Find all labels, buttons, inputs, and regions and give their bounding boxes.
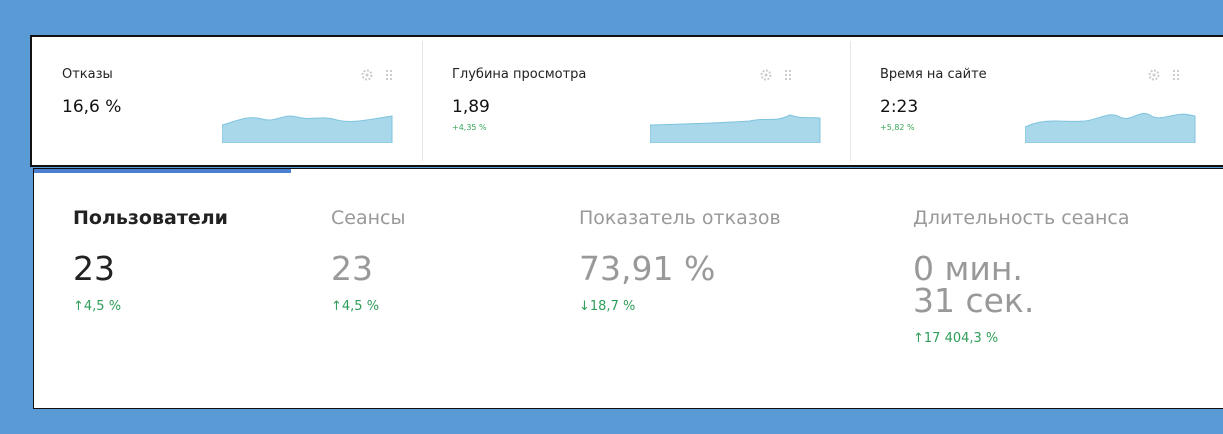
metric-value: 23 bbox=[73, 249, 228, 288]
settings-icons[interactable] bbox=[759, 67, 799, 83]
settings-icons[interactable] bbox=[360, 67, 400, 83]
metrics-panel: Пользователи 23 ↑4,5 % Сеансы 23 ↑4,5 % Показа… bbox=[33, 168, 1223, 409]
card-change: +5,82 % bbox=[880, 123, 915, 132]
metric-value-line: 0 мин. bbox=[913, 249, 1023, 288]
sparkline bbox=[649, 103, 822, 147]
metric-card[interactable]: Отказы 16,6 % bbox=[32, 37, 422, 165]
sparkline-area bbox=[1024, 113, 1196, 144]
card-separator bbox=[422, 41, 423, 161]
card-title: Глубина просмотра bbox=[452, 67, 587, 82]
card-value: 1,89 bbox=[452, 97, 490, 117]
settings-icons[interactable] bbox=[1147, 67, 1187, 83]
card-value: 16,6 % bbox=[62, 97, 122, 117]
metric-value-line: 73,91 % bbox=[579, 249, 716, 288]
metric-value: 23 bbox=[331, 249, 405, 288]
sparkline bbox=[221, 103, 394, 147]
metric-value: 73,91 % bbox=[579, 249, 781, 288]
metric-tab[interactable]: Длительность сеанса 0 мин. 31 сек. ↑17 404,… bbox=[913, 207, 1130, 346]
card-value: 2:23 bbox=[880, 97, 919, 117]
metric-value-line: 23 bbox=[73, 249, 115, 288]
metric-value-line: 23 bbox=[331, 249, 373, 288]
metric-card[interactable]: Глубина просмотра 1,89 +4,35 % bbox=[422, 37, 850, 165]
card-title: Время на сайте bbox=[880, 67, 987, 82]
metric-change: ↓18,7 % bbox=[579, 299, 636, 314]
metric-change: ↑4,5 % bbox=[73, 299, 122, 314]
metric-label: Сеансы bbox=[331, 207, 406, 229]
selected-tab-indicator bbox=[34, 169, 291, 173]
metric-label: Длительность сеанса bbox=[913, 207, 1130, 229]
metric-change: ↑17 404,3 % bbox=[913, 331, 999, 346]
metric-value: 0 мин. 31 сек. bbox=[913, 249, 1130, 320]
card-separator bbox=[850, 41, 851, 161]
sparkline-area bbox=[649, 114, 821, 144]
card-title: Отказы bbox=[62, 67, 113, 82]
summary-panel: Отказы 16,6 % Глубина просмотра 1,89 +4,35 %… bbox=[30, 35, 1223, 167]
metric-label: Пользователи bbox=[73, 207, 228, 229]
metric-card[interactable]: Время на сайте 2:23 +5,82 % bbox=[850, 37, 1223, 165]
metric-change: ↑4,5 % bbox=[331, 299, 380, 314]
metric-label: Показатель отказов bbox=[579, 207, 781, 229]
sparkline-area bbox=[221, 115, 393, 144]
card-icons bbox=[360, 67, 400, 87]
metric-tab[interactable]: Показатель отказов 73,91 % ↓18,7 % bbox=[579, 207, 781, 314]
card-change: +4,35 % bbox=[452, 123, 487, 132]
card-icons bbox=[1147, 67, 1187, 87]
metric-tab[interactable]: Сеансы 23 ↑4,5 % bbox=[331, 207, 405, 314]
card-icons bbox=[759, 67, 799, 87]
sparkline bbox=[1024, 103, 1197, 147]
metric-tab[interactable]: Пользователи 23 ↑4,5 % bbox=[73, 207, 228, 314]
metric-value-line: 31 сек. bbox=[913, 281, 1035, 320]
